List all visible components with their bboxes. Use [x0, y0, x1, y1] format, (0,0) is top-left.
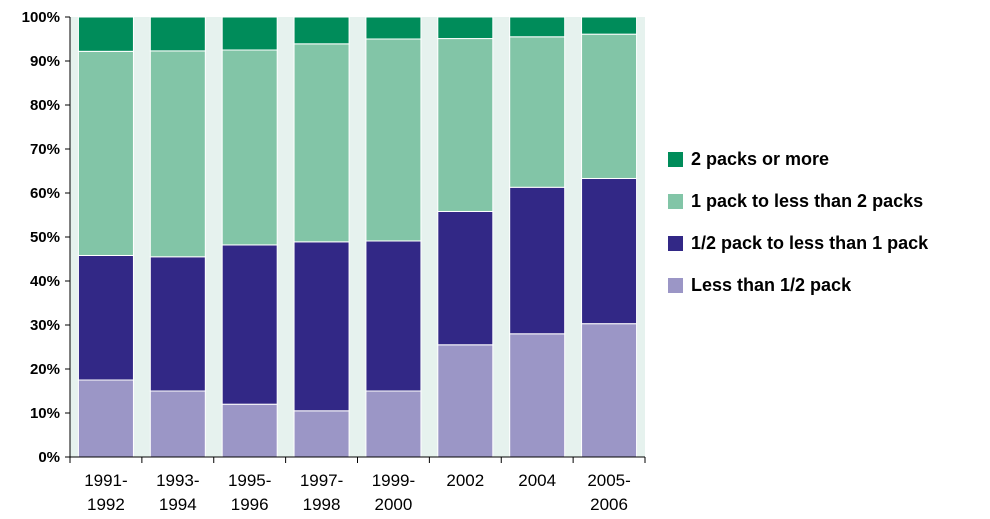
- x-tick-label: 1995-: [228, 471, 271, 490]
- y-tick-label: 100%: [22, 9, 60, 26]
- bar-segment-0-series-1: [77, 254, 134, 381]
- x-tick-label: 1994: [159, 495, 197, 514]
- bar-segment-3-series-3: [293, 16, 350, 45]
- bar-segment-6-series-2: [509, 36, 566, 188]
- y-tick-label: 50%: [30, 229, 60, 246]
- bar-segment-2-series-1: [221, 244, 278, 405]
- legend: 2 packs or more 1 pack to less than 2 pac…: [668, 138, 928, 306]
- bar-segment-1-series-1: [149, 256, 206, 392]
- bar-segment-1-series-0: [149, 390, 206, 458]
- y-tick-label: 30%: [30, 317, 60, 334]
- y-tick-label: 10%: [30, 405, 60, 422]
- legend-label: 2 packs or more: [691, 148, 830, 169]
- x-tick-label: 1998: [303, 495, 341, 514]
- legend-swatch: [668, 235, 683, 251]
- y-tick-label: 70%: [30, 141, 60, 158]
- legend-label: Less than 1/2 pack: [691, 274, 852, 295]
- x-tick-label: 2000: [375, 495, 413, 514]
- bar-segment-0-series-3: [77, 16, 134, 52]
- bar-segment-2-series-0: [221, 403, 278, 458]
- legend-item: 1 pack to less than 2 packs: [668, 180, 928, 222]
- x-tick-label: 1991-: [84, 471, 127, 490]
- bar-segment-6-series-0: [509, 333, 566, 458]
- legend-item: Less than 1/2 pack: [668, 264, 928, 306]
- bar-segment-0-series-0: [77, 379, 134, 458]
- legend-item: 1/2 pack to less than 1 pack: [668, 222, 928, 264]
- bar-segment-5-series-0: [437, 344, 494, 458]
- bar-segment-7-series-3: [581, 16, 638, 35]
- bar-segment-3-series-2: [293, 43, 350, 243]
- bar-segment-6-series-1: [509, 186, 566, 335]
- bar-segment-2-series-2: [221, 49, 278, 246]
- bar-segment-3-series-1: [293, 241, 350, 412]
- legend-label: 1 pack to less than 2 packs: [691, 190, 924, 211]
- y-axis-ticks: 0% 10% 20% 30% 40% 50% 60% 70% 80% 90% 100%: [22, 9, 70, 466]
- bar-segment-5-series-3: [437, 16, 494, 40]
- x-tick-label: 1992: [87, 495, 125, 514]
- x-tick-label: 2006: [590, 495, 628, 514]
- bar-segment-4-series-0: [365, 390, 422, 458]
- x-tick-label: 1997-: [300, 471, 343, 490]
- bar-segment-1-series-3: [149, 16, 206, 52]
- y-tick-label: 0%: [38, 449, 60, 466]
- x-tick-label: 1993-: [156, 471, 199, 490]
- bar-segment-4-series-3: [365, 16, 422, 40]
- y-tick-label: 40%: [30, 273, 60, 290]
- x-tick-label: 2002: [446, 471, 484, 490]
- y-tick-label: 90%: [30, 53, 60, 70]
- x-axis-ticks: 1991- 1992 1993- 1994 1995- 1996 1997- 1998 1999…: [69, 457, 646, 514]
- bar-segment-7-series-2: [581, 33, 638, 179]
- bar-segment-0-series-2: [77, 50, 134, 256]
- bar-segment-4-series-2: [365, 38, 422, 242]
- y-tick-label: 80%: [30, 97, 60, 114]
- bar-segment-3-series-0: [293, 410, 350, 458]
- bar-segment-4-series-1: [365, 240, 422, 392]
- bar-segment-5-series-2: [437, 38, 494, 212]
- bar-segment-5-series-1: [437, 210, 494, 346]
- x-tick-label: 2004: [518, 471, 556, 490]
- y-tick-label: 60%: [30, 185, 60, 202]
- bar-segment-2-series-3: [221, 16, 278, 51]
- legend-label: 1/2 pack to less than 1 pack: [691, 232, 929, 253]
- bar-segment-1-series-2: [149, 50, 206, 258]
- legend-swatch: [668, 277, 683, 293]
- bar-segment-7-series-0: [581, 323, 638, 458]
- bars-group: [77, 16, 638, 458]
- bar-segment-7-series-1: [581, 177, 638, 325]
- legend-item: 2 packs or more: [668, 138, 928, 180]
- bar-segment-6-series-3: [509, 16, 566, 38]
- x-tick-label: 2005-: [587, 471, 630, 490]
- y-tick-label: 20%: [30, 361, 60, 378]
- x-tick-label: 1999-: [372, 471, 415, 490]
- x-tick-label: 1996: [231, 495, 269, 514]
- legend-swatch: [668, 193, 683, 209]
- legend-swatch: [668, 151, 683, 167]
